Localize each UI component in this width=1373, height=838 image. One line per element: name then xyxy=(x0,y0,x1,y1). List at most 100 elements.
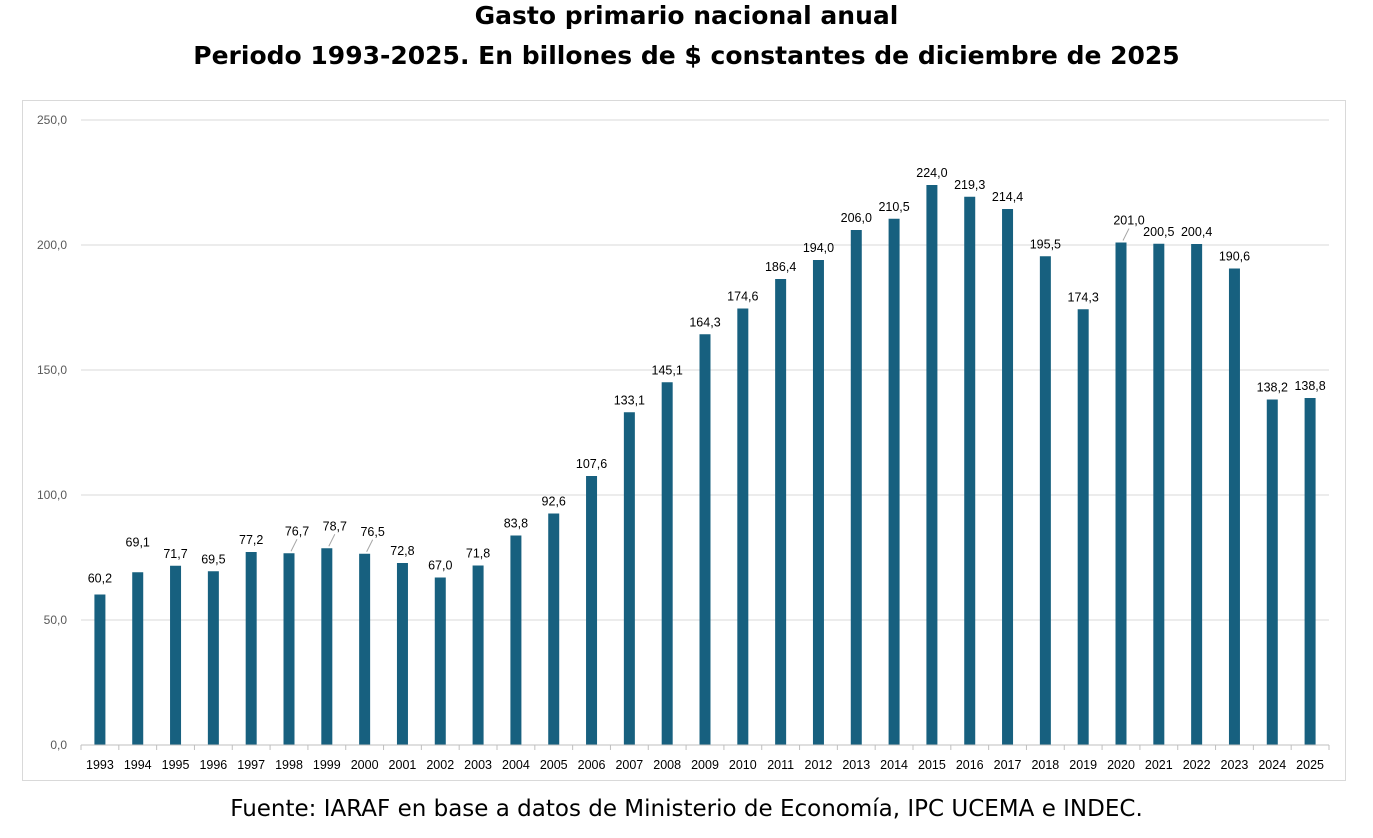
data-label-2025: 138,8 xyxy=(1294,379,1325,393)
chart-title: Gasto primario nacional anual xyxy=(474,1,899,30)
data-label-2010: 174,6 xyxy=(727,290,758,304)
x-tick-label-2021: 2021 xyxy=(1145,758,1173,772)
data-label-2018: 195,5 xyxy=(1030,237,1061,251)
y-tick-label: 100,0 xyxy=(37,488,67,502)
bar-2000 xyxy=(359,553,371,745)
data-label-2017: 214,4 xyxy=(992,190,1023,204)
bar-1996 xyxy=(207,571,219,745)
data-label-2006: 107,6 xyxy=(576,457,607,471)
data-label-2012: 194,0 xyxy=(803,241,834,255)
data-label-2004: 83,8 xyxy=(504,517,528,531)
source-note: Fuente: IARAF en base a datos de Ministe… xyxy=(230,796,1143,822)
x-tick-label-2003: 2003 xyxy=(464,758,492,772)
data-label-2024: 138,2 xyxy=(1257,381,1288,395)
y-tick-label: 50,0 xyxy=(44,613,68,627)
bar-2024 xyxy=(1266,399,1278,745)
bar-2009 xyxy=(699,334,711,745)
x-tick-label-2005: 2005 xyxy=(540,758,568,772)
data-label-2016: 219,3 xyxy=(954,178,985,192)
bar-2025 xyxy=(1304,398,1316,745)
x-tick-label-2022: 2022 xyxy=(1183,758,1211,772)
data-label-1993: 60,2 xyxy=(88,572,112,586)
x-tick-label-1996: 1996 xyxy=(199,758,227,772)
bar-2008 xyxy=(661,382,673,745)
x-tick-label-2017: 2017 xyxy=(994,758,1022,772)
bar-1999 xyxy=(321,548,333,745)
bar-2014 xyxy=(888,218,900,745)
bar-2018 xyxy=(1039,256,1051,745)
bar-2021 xyxy=(1153,243,1165,745)
leader-line xyxy=(1122,228,1130,241)
bar-2004 xyxy=(510,535,522,745)
bar-1995 xyxy=(170,565,182,745)
data-label-2007: 133,1 xyxy=(614,393,645,407)
bar-2001 xyxy=(396,563,408,745)
bar-chart: 60,2 69,1 71,7 69,5 77,2 76,7 78,7 76,5 72,8 67,0… xyxy=(37,113,1330,772)
x-tick-label-2018: 2018 xyxy=(1031,758,1059,772)
data-label-2019: 174,3 xyxy=(1068,290,1099,304)
bar-2020 xyxy=(1115,242,1127,745)
data-label-2011: 186,4 xyxy=(765,260,796,274)
x-tick-label-1994: 1994 xyxy=(124,758,152,772)
data-label-2008: 145,1 xyxy=(652,363,683,377)
bar-2010 xyxy=(737,308,749,745)
data-label-1998: 76,7 xyxy=(285,524,309,538)
bar-1993 xyxy=(94,594,106,745)
x-tick-label-2011: 2011 xyxy=(767,758,794,772)
bar-2017 xyxy=(1002,209,1014,745)
bar-2015 xyxy=(926,185,938,745)
y-tick-label: 250,0 xyxy=(37,113,67,127)
data-label-2003: 71,8 xyxy=(466,547,490,561)
data-label-2014: 210,5 xyxy=(878,200,909,214)
x-tick-label-2019: 2019 xyxy=(1069,758,1097,772)
data-label-2022: 200,4 xyxy=(1181,225,1212,239)
x-tick-label-2010: 2010 xyxy=(729,758,757,772)
bar-2011 xyxy=(775,279,787,745)
bar-1998 xyxy=(283,553,295,745)
y-tick-label: 150,0 xyxy=(37,363,67,377)
x-tick-label-2016: 2016 xyxy=(956,758,984,772)
data-label-2000: 76,5 xyxy=(360,525,384,539)
x-tick-label-2014: 2014 xyxy=(880,758,908,772)
x-tick-label-1998: 1998 xyxy=(275,758,303,772)
x-tick-label-1995: 1995 xyxy=(162,758,190,772)
leader-line xyxy=(366,539,374,552)
x-tick-label-2006: 2006 xyxy=(578,758,606,772)
chart-area: 60,2 69,1 71,7 69,5 77,2 76,7 78,7 76,5 72,8 67,0… xyxy=(22,100,1346,781)
x-tick-label-2008: 2008 xyxy=(653,758,681,772)
x-tick-label-2020: 2020 xyxy=(1107,758,1135,772)
x-tick-label-2013: 2013 xyxy=(842,758,870,772)
bar-2022 xyxy=(1191,244,1203,745)
data-label-1994: 69,1 xyxy=(126,535,150,549)
data-label-2002: 67,0 xyxy=(428,559,452,573)
x-tick-label-2009: 2009 xyxy=(691,758,719,772)
x-tick-label-2007: 2007 xyxy=(615,758,643,772)
x-tick-label-1993: 1993 xyxy=(86,758,114,772)
bar-1994 xyxy=(132,572,144,745)
bar-2002 xyxy=(434,577,446,745)
bar-2019 xyxy=(1077,309,1089,745)
data-label-2020: 201,0 xyxy=(1113,214,1144,228)
bar-2003 xyxy=(472,565,484,745)
data-label-1999: 78,7 xyxy=(323,519,347,533)
y-tick-label: 200,0 xyxy=(37,238,67,252)
bar-2005 xyxy=(548,513,560,745)
data-label-1996: 69,5 xyxy=(201,552,225,566)
data-label-2013: 206,0 xyxy=(841,211,872,225)
bar-2016 xyxy=(964,196,976,745)
bar-2012 xyxy=(812,260,824,745)
x-tick-label-2015: 2015 xyxy=(918,758,946,772)
y-tick-label: 0,0 xyxy=(50,738,67,752)
x-tick-label-1997: 1997 xyxy=(237,758,265,772)
bar-2007 xyxy=(623,412,635,745)
leader-line xyxy=(290,539,298,552)
data-label-2021: 200,5 xyxy=(1143,225,1174,239)
bar-2013 xyxy=(850,230,862,745)
data-label-2015: 224,0 xyxy=(916,166,947,180)
x-tick-label-2023: 2023 xyxy=(1221,758,1249,772)
x-tick-label-2001: 2001 xyxy=(389,758,417,772)
x-tick-label-2002: 2002 xyxy=(426,758,454,772)
data-label-1997: 77,2 xyxy=(239,533,263,547)
data-label-1995: 71,7 xyxy=(163,547,187,561)
x-tick-label-2000: 2000 xyxy=(351,758,379,772)
